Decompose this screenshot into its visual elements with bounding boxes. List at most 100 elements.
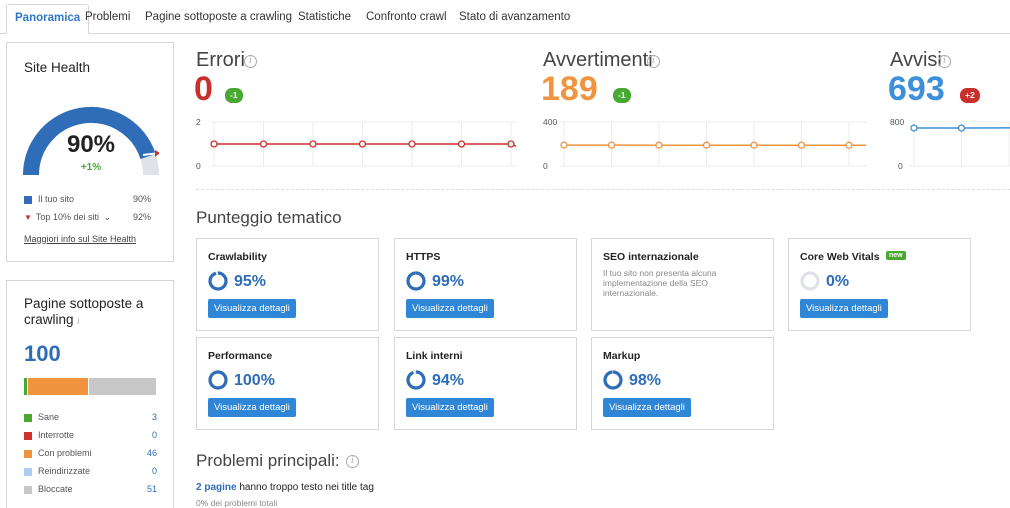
errors-ymin: 0 (196, 161, 201, 171)
score-ring-icon (208, 370, 228, 390)
legend-your-site-value: 90% (132, 194, 151, 204)
top-issues-title: Problemi principali: (196, 451, 340, 470)
thematic-card: Core Web Vitals new 0% Visualizza dettagli (788, 238, 971, 331)
warnings-sparkline (560, 121, 866, 167)
legend-top-sites-value: 92% (132, 212, 151, 222)
sparkline-point[interactable] (408, 140, 416, 148)
thematic-card-pct: 100% (234, 372, 275, 389)
sparkline-point[interactable] (560, 141, 568, 149)
site-health-info-link[interactable]: Maggiori info sul Site Health (24, 234, 137, 244)
errors-value[interactable]: 0 (194, 70, 213, 108)
score-ring-icon (406, 271, 426, 291)
warnings-value[interactable]: 189 (541, 70, 598, 108)
gauge-top-marker (155, 150, 159, 157)
crawled-pages-card: Pagine sottoposte a crawling i 100 Sane 3… (6, 280, 174, 508)
view-details-button[interactable]: Visualizza dettagli (800, 299, 888, 318)
thematic-card-text: Il tuo sito non presenta alcuna implemen… (603, 268, 717, 298)
warnings-info-icon[interactable]: i (647, 55, 660, 68)
notices-value[interactable]: 693 (888, 70, 945, 108)
sparkline-point[interactable] (655, 141, 663, 149)
thematic-card-pct: 99% (432, 273, 465, 290)
view-details-button[interactable]: Visualizza dettagli (406, 299, 494, 318)
crawled-pages-bar (24, 378, 157, 395)
view-details-button[interactable]: Visualizza dettagli (406, 398, 494, 417)
warnings-badge: -1 (613, 88, 631, 103)
thematic-card-title: Crawlability (208, 251, 267, 263)
sparkline-point[interactable] (210, 140, 218, 148)
score-ring-icon (406, 370, 426, 390)
site-health-score: 90% (66, 131, 116, 158)
tab-bar: Panoramica Problemi Pagine sottoposte a … (0, 0, 1010, 34)
site-health-delta: +1% (80, 162, 102, 173)
thematic-card-title: Markup (603, 350, 641, 362)
top-issue-sub: 0% dei problemi totali (196, 498, 277, 508)
crawled-bar-segment (89, 378, 156, 395)
thematic-card-title: HTTPS (406, 251, 441, 263)
sparkline-point[interactable] (702, 141, 711, 149)
top-issue-item: 2 pagine hanno troppo testo nei title ta… (196, 482, 374, 493)
sparkline-point[interactable] (797, 141, 806, 149)
site-health-card: Site Health 90% +1% Il tuo sito 90% ▼ Top… (6, 42, 174, 262)
thematic-card-pct: 0% (826, 273, 850, 290)
errors-sparkline (210, 121, 516, 167)
crawled-bar-segment (27, 378, 89, 395)
view-details-button[interactable]: Visualizza dettagli (208, 398, 296, 417)
top-issue-text: hanno troppo testo nei title tag (236, 482, 374, 493)
top-issue-link[interactable]: 2 pagine (196, 482, 237, 493)
thematic-card: Crawlability 95% Visualizza dettagli (196, 238, 379, 331)
red-triangle-icon: ▼ (24, 213, 32, 222)
thematic-card-title: Link interni (406, 350, 463, 362)
thematic-card-title: Performance (208, 350, 273, 362)
tab-stato-avanzamento[interactable]: Stato di avanzamento (459, 11, 571, 23)
view-details-button[interactable]: Visualizza dettagli (603, 398, 691, 417)
legend-top-sites[interactable]: ▼ Top 10% dei siti ⌄ (24, 212, 111, 223)
crawled-row: Reindirizzate (24, 466, 90, 476)
crawled-row-swatch (24, 449, 32, 458)
crawled-row-swatch (24, 467, 32, 476)
tab-statistiche[interactable]: Statistiche (298, 11, 352, 23)
tab-problemi[interactable]: Problemi (85, 11, 131, 23)
view-details-button[interactable]: Visualizza dettagli (208, 299, 296, 318)
sparkline-point[interactable] (457, 140, 466, 148)
crawled-row: Sane (24, 412, 59, 422)
crawled-row: Interrotte (24, 430, 74, 440)
sparkline-point[interactable] (358, 140, 367, 148)
sparkline-point[interactable] (259, 140, 268, 148)
chevron-down-icon[interactable]: ⌄ (103, 212, 112, 222)
info-icon[interactable]: i (77, 316, 80, 326)
crawled-pages-total: 100 (24, 341, 61, 366)
new-badge: new (886, 251, 906, 260)
legend-your-site: Il tuo sito (24, 194, 74, 204)
warnings-ymax: 400 (543, 117, 558, 127)
errors-badge: -1 (225, 88, 243, 103)
notices-ymax: 800 (890, 117, 905, 127)
crawled-row-value[interactable]: 0 (151, 430, 157, 440)
tab-confronto-crawl[interactable]: Confronto crawl (366, 11, 447, 23)
crawled-row-value[interactable]: 3 (151, 412, 157, 422)
sparkline-point[interactable] (910, 124, 918, 132)
thematic-card-title: SEO internazionale (603, 251, 699, 263)
notices-info-icon[interactable]: i (938, 55, 951, 68)
tab-panoramica[interactable]: Panoramica (6, 4, 90, 34)
sparkline-point[interactable] (750, 141, 758, 149)
thematic-card: SEO internazionale Il tuo sito non presen… (591, 238, 774, 331)
warnings-ymin: 0 (543, 161, 548, 171)
sparkline-point[interactable] (607, 141, 616, 149)
tab-pagine-crawling[interactable]: Pagine sottoposte a crawling (145, 11, 293, 23)
legend-your-site-label: Il tuo sito (38, 194, 75, 204)
sparkline-point[interactable] (957, 124, 966, 132)
crawled-row-value[interactable]: 51 (146, 484, 157, 494)
sparkline-point[interactable] (845, 141, 853, 149)
thematic-card-pct: 94% (432, 372, 465, 389)
top-issues-info-icon[interactable]: i (346, 455, 359, 468)
sparkline-line (214, 143, 516, 148)
crawled-row-value[interactable]: 46 (146, 448, 157, 458)
gauge-fill (23, 106, 156, 176)
errors-ymax: 2 (196, 117, 201, 127)
sparkline-point[interactable] (309, 140, 317, 148)
errors-info-icon[interactable]: i (244, 55, 257, 68)
notices-sparkline (910, 121, 1010, 167)
top-issue-sub-text: dei problemi totali (208, 498, 278, 508)
crawled-row-value[interactable]: 0 (151, 466, 157, 476)
sparkline-point[interactable] (507, 140, 515, 148)
